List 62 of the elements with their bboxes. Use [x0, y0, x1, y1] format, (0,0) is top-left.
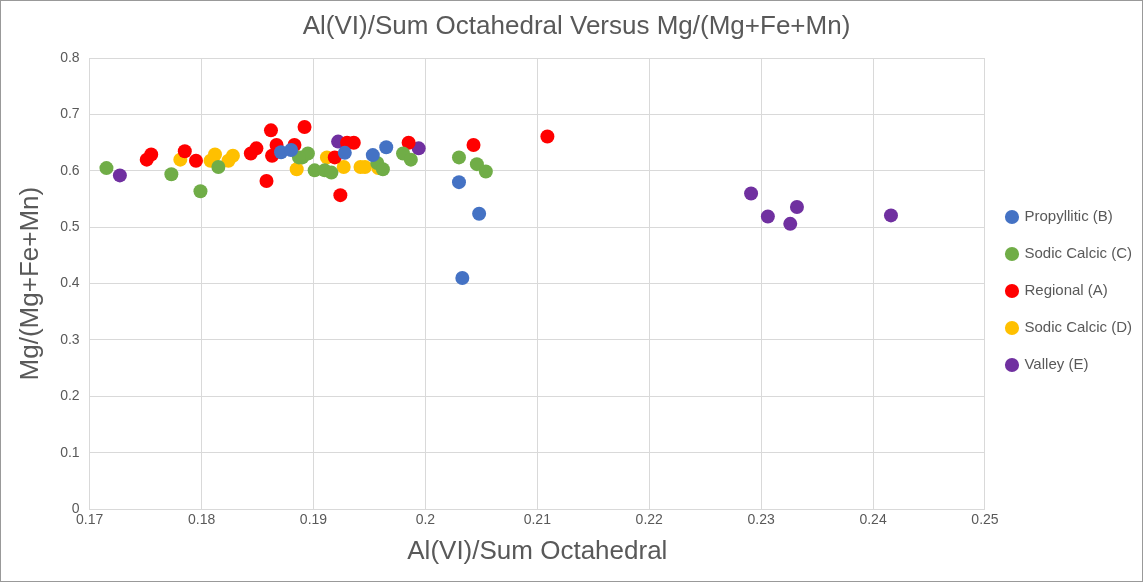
point	[451, 150, 466, 165]
legend-label: Sodic Calcic (D)	[1024, 318, 1133, 336]
point	[379, 140, 394, 155]
y-tick-label: 0.6	[60, 161, 80, 178]
legend-label: Valley (E)	[1024, 355, 1089, 373]
x-tick-label: 0.25	[971, 511, 999, 528]
point	[177, 144, 192, 159]
point	[289, 162, 304, 177]
y-tick-label: 0.5	[60, 218, 80, 235]
x-tick-label: 0.18	[187, 511, 216, 528]
y-tick-label: 0.3	[60, 330, 80, 347]
y-tick-label: 0.4	[60, 274, 80, 291]
point	[259, 174, 274, 189]
x-tick-label: 0.21	[523, 511, 552, 528]
point	[451, 175, 466, 190]
legend-label: Sodic Calcic (C)	[1024, 244, 1133, 262]
point	[540, 129, 555, 144]
point	[297, 119, 312, 134]
point	[365, 148, 380, 163]
y-tick-label: 0.2	[60, 387, 80, 404]
point	[249, 141, 264, 156]
point	[401, 135, 416, 150]
point	[478, 164, 493, 179]
point	[883, 208, 898, 223]
point	[760, 209, 775, 224]
point	[403, 152, 418, 167]
y-tick-label: 0.7	[60, 105, 80, 122]
point	[324, 165, 339, 180]
legend-label: Regional (A)	[1024, 281, 1108, 299]
x-tick-label: 0.23	[747, 511, 775, 528]
point	[164, 167, 179, 182]
point	[455, 270, 470, 285]
x-tick-label: 0.19	[299, 511, 328, 528]
x-tick-label: 0.22	[635, 511, 664, 528]
point	[263, 123, 278, 138]
point	[469, 157, 484, 172]
x-axis-title: Al(VI)/Sum Octahedral	[407, 534, 668, 565]
point	[208, 147, 223, 162]
point	[193, 184, 208, 199]
point	[337, 145, 352, 160]
y-tick-label: 0.8	[60, 49, 80, 66]
y-tick-label: 0.1	[60, 443, 80, 460]
point	[466, 137, 481, 152]
point	[99, 161, 114, 176]
x-tick-label: 0.24	[859, 511, 887, 528]
point	[789, 199, 804, 214]
point	[144, 147, 159, 162]
chart-title: Al(VI)/Sum Octahedral Versus Mg/(Mg+Fe+Mn)	[302, 9, 851, 40]
point	[112, 168, 127, 183]
point	[225, 148, 240, 163]
point	[284, 143, 299, 158]
point	[211, 159, 226, 174]
x-tick-label: 0.2	[415, 511, 436, 528]
legend-label: Propyllitic (B)	[1024, 207, 1113, 225]
point	[783, 216, 798, 231]
point	[472, 206, 487, 221]
point	[188, 153, 203, 168]
y-axis-title: Mg/(Mg+Fe+Mn)	[13, 186, 44, 381]
point	[336, 159, 351, 174]
point	[744, 186, 759, 201]
point	[375, 162, 390, 177]
point	[333, 188, 348, 203]
